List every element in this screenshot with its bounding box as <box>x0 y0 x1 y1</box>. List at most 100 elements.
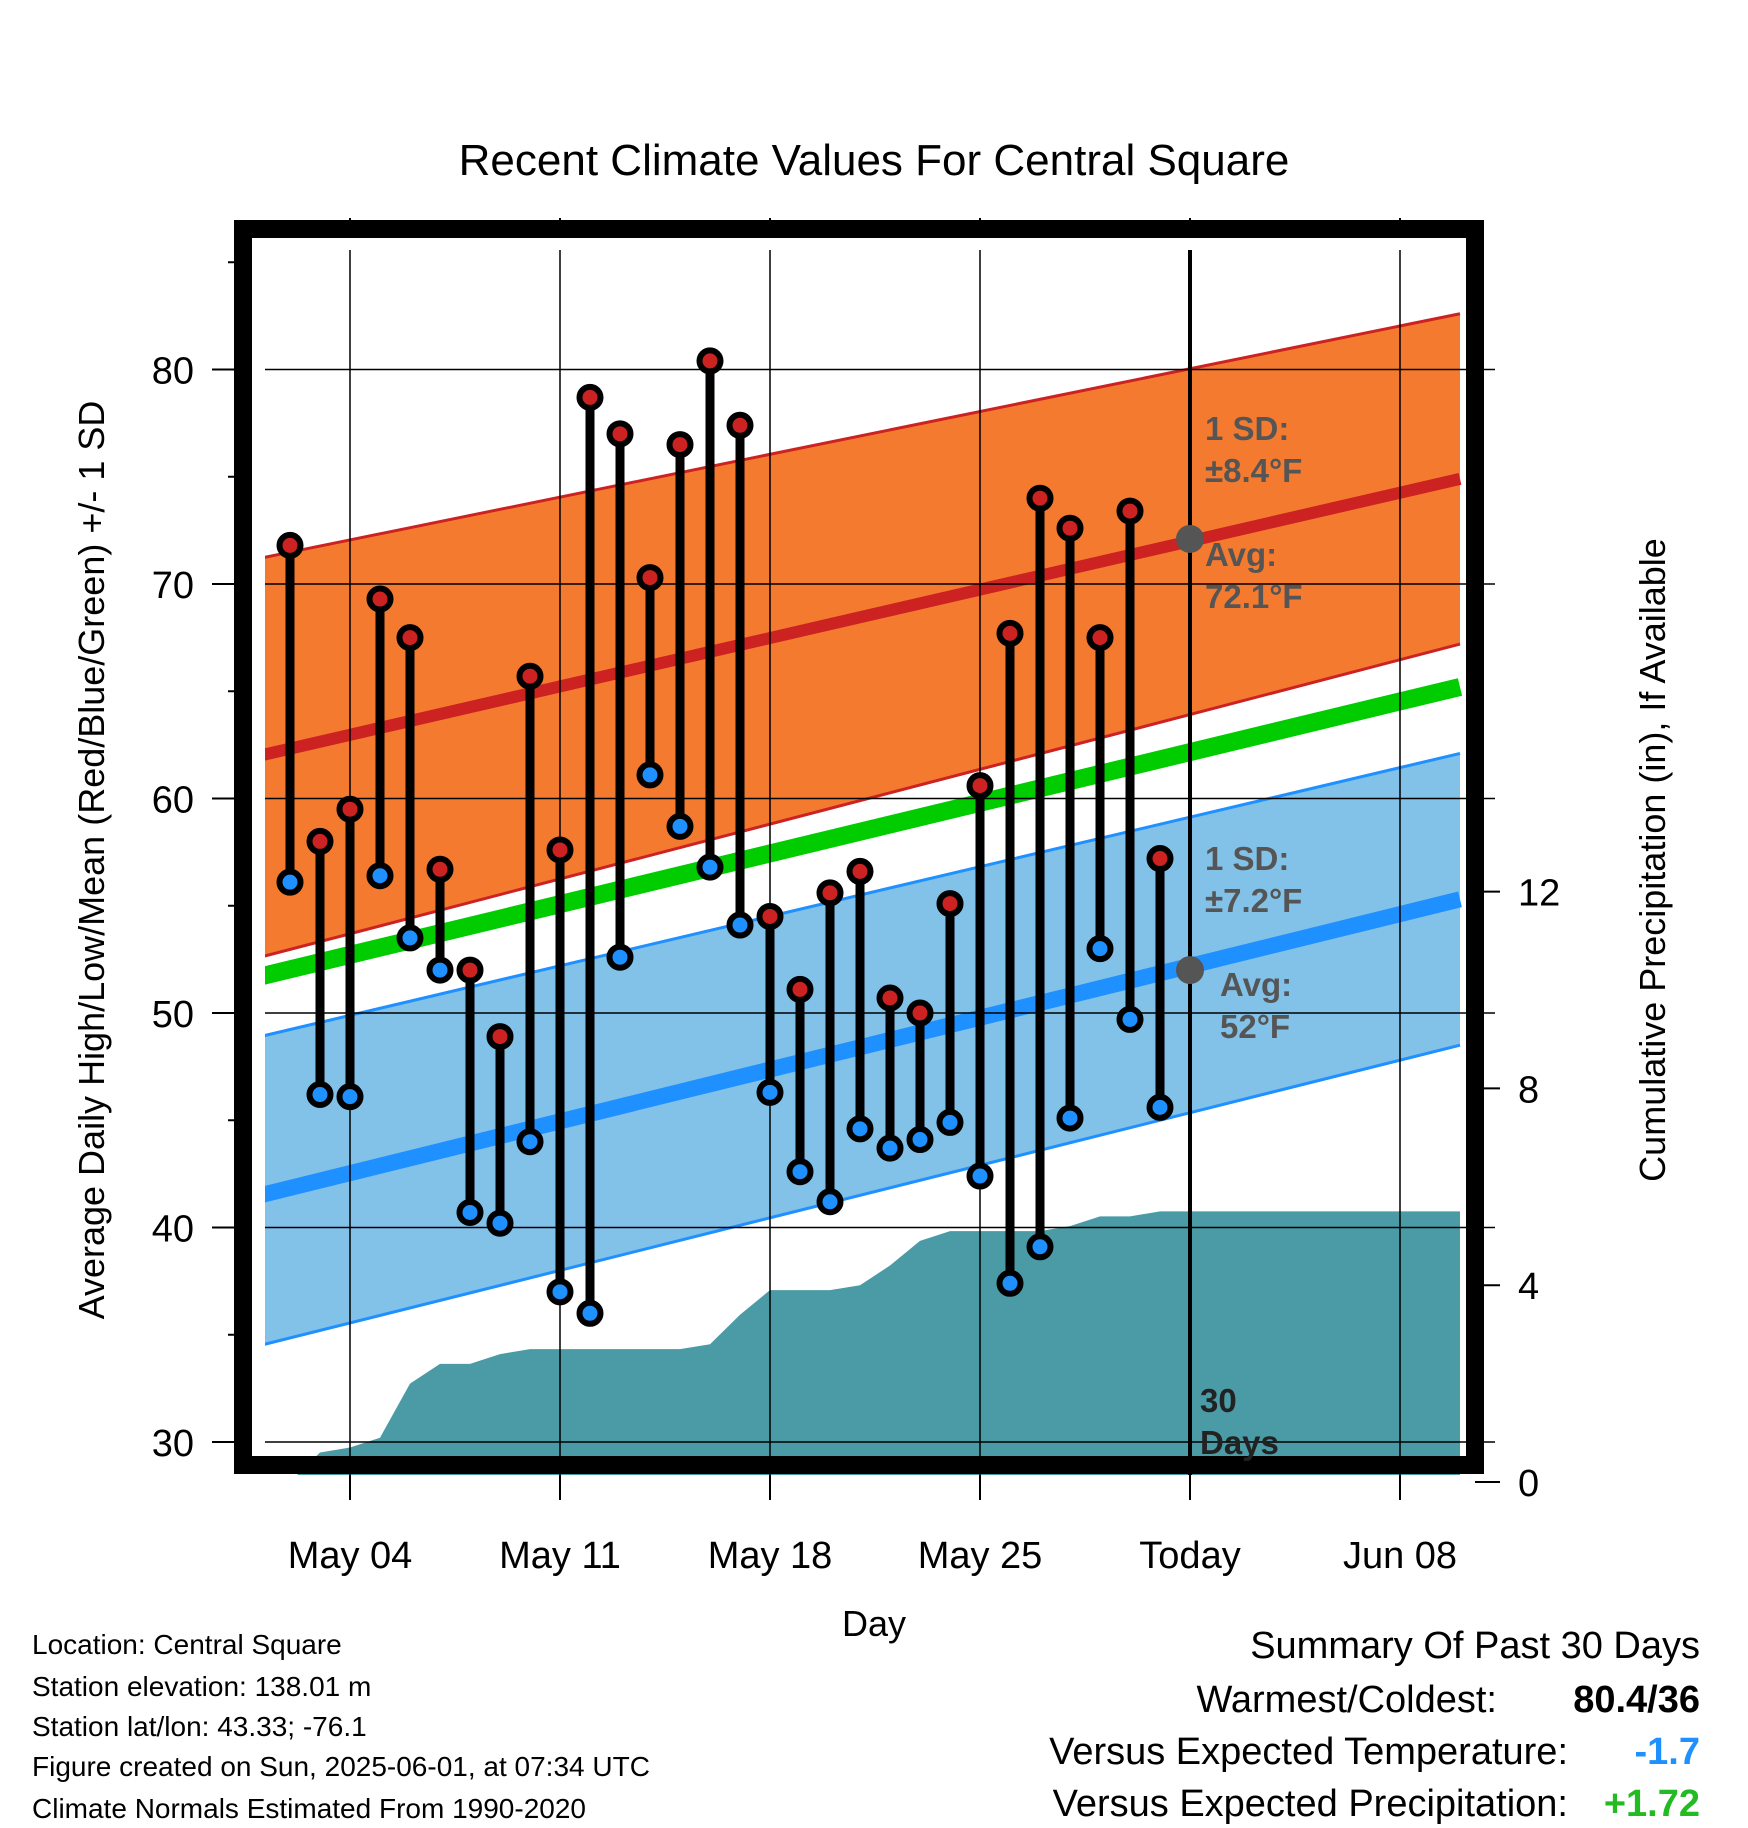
summary-warm-cold-label: Warmest/Coldest: <box>1196 1679 1497 1721</box>
y-left-tick-label: 80 <box>152 351 194 393</box>
daily-high-point <box>456 956 484 984</box>
today-layer <box>1176 250 1204 1475</box>
daily-high-point <box>786 975 814 1003</box>
daily-high-point <box>816 879 844 907</box>
high-average-line <box>265 473 1462 761</box>
daily-low-point <box>786 1158 814 1186</box>
daily-low-point <box>636 761 664 789</box>
daily-low-point <box>966 1162 994 1190</box>
period-number: 30 <box>1200 1382 1237 1419</box>
daily-high-point <box>306 827 334 855</box>
daily-low-point <box>1116 1005 1144 1033</box>
daily-high-point <box>576 383 604 411</box>
daily-low-point <box>816 1188 844 1216</box>
y-right-tick-label: 12 <box>1518 873 1560 915</box>
daily-low-point <box>996 1269 1024 1297</box>
summary-heading: Summary Of Past 30 Days <box>1250 1625 1700 1667</box>
daily-low-point <box>846 1115 874 1143</box>
summary-panel: Summary Of Past 30 Days Warmest/Coldest:… <box>1049 1625 1700 1825</box>
x-tick-label: May 18 <box>708 1535 833 1577</box>
mean-average-line <box>265 678 1463 985</box>
y-axis-label-left: Average Daily High/Low/Mean (Red/Blue/Gr… <box>71 401 112 1320</box>
daily-low-point <box>306 1081 334 1109</box>
y-left-tick-label: 40 <box>152 1209 194 1251</box>
daily-high-point <box>546 836 574 864</box>
station-info: Location: Central Square Station elevati… <box>32 1629 650 1824</box>
daily-high-point <box>1086 624 1114 652</box>
summary-temp-value: -1.7 <box>1635 1731 1700 1773</box>
today-high-average-dot <box>1176 524 1204 553</box>
daily-low-point <box>1056 1104 1084 1132</box>
high-sd-label: 1 SD: <box>1205 410 1289 447</box>
daily-high-point <box>666 431 694 459</box>
y-right-tick-label: 8 <box>1518 1069 1539 1111</box>
daily-low-point <box>606 943 634 971</box>
chart-title: Recent Climate Values For Central Square <box>459 136 1290 185</box>
info-latlon: Station lat/lon: 43.33; -76.1 <box>32 1711 367 1742</box>
daily-high-point <box>366 585 394 613</box>
daily-points-layer <box>276 347 1174 1327</box>
y-left-tick-label: 60 <box>152 780 194 822</box>
y-right-tick-label: 0 <box>1518 1463 1539 1505</box>
daily-high-point <box>696 347 724 375</box>
daily-high-point <box>396 624 424 652</box>
daily-high-point <box>1056 514 1084 542</box>
plot-frame <box>234 220 1484 1474</box>
daily-low-point <box>936 1108 964 1136</box>
daily-low-point <box>426 956 454 984</box>
daily-high-point <box>876 984 904 1012</box>
info-location: Location: Central Square <box>32 1629 342 1660</box>
daily-high-point <box>606 420 634 448</box>
daily-range-layer <box>285 360 1165 1314</box>
x-tick-label: Today <box>1139 1535 1240 1577</box>
daily-high-point <box>726 411 754 439</box>
precipitation-layer <box>290 1211 1460 1475</box>
daily-high-point <box>936 890 964 918</box>
summary-warm-cold-value: 80.4/36 <box>1573 1679 1700 1721</box>
daily-high-point <box>756 902 784 930</box>
daily-low-point <box>396 924 424 952</box>
x-tick-label: Jun 08 <box>1343 1535 1457 1577</box>
high-avg-label: Avg: <box>1205 536 1277 573</box>
daily-high-point <box>1116 497 1144 525</box>
today-low-average-dot <box>1176 956 1204 985</box>
daily-high-point <box>1146 845 1174 873</box>
daily-low-point <box>876 1134 904 1162</box>
daily-high-point <box>636 564 664 592</box>
daily-low-point <box>696 853 724 881</box>
summary-precip-label: Versus Expected Precipitation: <box>1053 1783 1568 1825</box>
axes-layer: 30 40 50 60 70 80 0 4 8 12 May 04 May 11 May 18 May 2… <box>152 218 1560 1577</box>
precipitation-area <box>290 1211 1460 1475</box>
summary-precip-value: +1.72 <box>1604 1783 1700 1825</box>
plot-border <box>234 220 1484 1474</box>
y-axis-label-right: Cumulative Precipitation (in), If Availa… <box>1632 538 1673 1182</box>
daily-low-point <box>1146 1093 1174 1121</box>
daily-high-point <box>426 855 454 883</box>
high-sd-band <box>265 313 1460 956</box>
summary-temp-label: Versus Expected Temperature: <box>1049 1731 1568 1773</box>
daily-low-point <box>1026 1233 1054 1261</box>
y-right-tick-label: 4 <box>1518 1266 1539 1308</box>
high-sd-lower-line <box>265 642 1461 958</box>
daily-low-point <box>486 1209 514 1237</box>
low-sd-value: ±7.2°F <box>1205 882 1302 919</box>
daily-low-point <box>516 1128 544 1156</box>
daily-high-point <box>276 531 304 559</box>
daily-low-point <box>1086 935 1114 963</box>
daily-high-point <box>1026 484 1054 512</box>
y-left-tick-label: 70 <box>152 565 194 607</box>
daily-low-point <box>756 1078 784 1106</box>
daily-low-point <box>336 1083 364 1111</box>
low-avg-label: Avg: <box>1220 966 1292 1003</box>
daily-low-point <box>666 812 694 840</box>
x-tick-label: May 04 <box>288 1535 413 1577</box>
daily-high-point <box>966 772 994 800</box>
daily-high-point <box>906 999 934 1027</box>
x-tick-label: May 25 <box>918 1535 1043 1577</box>
daily-low-point <box>546 1278 574 1306</box>
low-sd-label: 1 SD: <box>1205 840 1289 877</box>
daily-low-point <box>726 911 754 939</box>
daily-low-point <box>456 1198 484 1226</box>
period-unit: Days <box>1200 1424 1279 1461</box>
